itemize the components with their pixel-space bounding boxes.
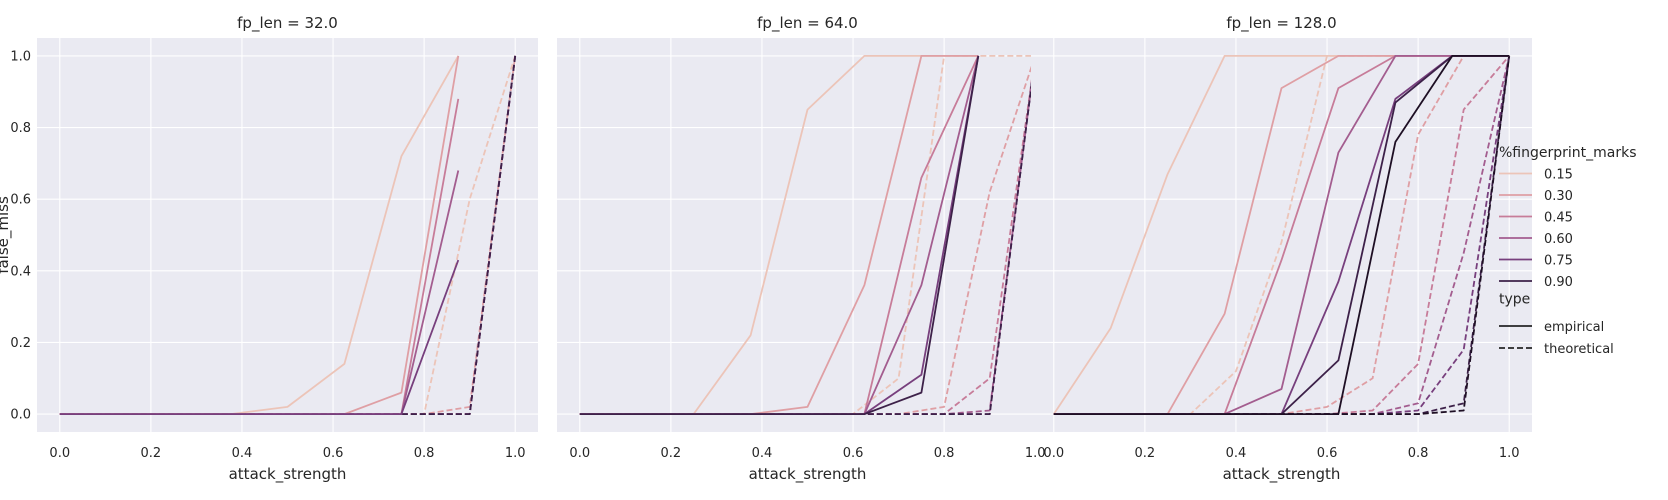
x-tick-label: 0.0 — [1043, 446, 1064, 461]
panel-3: 0.0 0.2 0.4 0.6 0.8 1.0 attack_strength fp_len … — [1031, 14, 1532, 484]
x-tick-label: 0.6 — [843, 446, 864, 461]
x-axis-label: attack_strength — [1223, 465, 1341, 484]
chart-panels: 0.0 0.2 0.4 0.6 0.8 1.00.00.20.40.60.81.0fals… — [0, 14, 1532, 484]
panel-title: fp_len = 64.0 — [757, 14, 858, 33]
legend-label: 0.60 — [1544, 232, 1573, 247]
series-line-empirical-1.00 — [1053, 55, 1510, 416]
plot-background — [37, 38, 538, 432]
x-tick-label: 0.0 — [569, 446, 590, 461]
panel-2: 0.0 0.2 0.4 0.6 0.8 1.0 attack_strength fp_len … — [557, 14, 1058, 484]
plot-background — [557, 38, 1058, 432]
legend-label: 0.15 — [1544, 168, 1573, 183]
series-line-empirical-0.75 — [59, 259, 460, 416]
x-tick-label: 0.2 — [661, 446, 682, 461]
x-tick-label: 0.2 — [1135, 446, 1156, 461]
legend: %fingerprint_marks 0.15 0.30 0.45 0.60 0.75 0.… — [1499, 145, 1637, 357]
x-axis-label: attack_strength — [749, 465, 867, 484]
y-tick-label: 0.8 — [10, 121, 31, 136]
plot-background — [1031, 38, 1532, 432]
x-tick-label: 0.0 — [49, 446, 70, 461]
x-tick-label: 0.4 — [232, 446, 253, 461]
series-line-empirical-0.90 — [579, 55, 980, 416]
legend-style-label: empirical — [1544, 320, 1604, 335]
x-tick-label: 0.6 — [323, 446, 344, 461]
y-axis-label: false_miss — [0, 196, 13, 274]
legend-label: 0.75 — [1544, 254, 1573, 269]
legend-label: 0.90 — [1544, 275, 1573, 290]
x-tick-label: 1.0 — [505, 446, 526, 461]
legend-label: 0.30 — [1544, 189, 1573, 204]
x-tick-label: 1.0 — [1499, 446, 1520, 461]
y-tick-label: 0.2 — [10, 336, 31, 351]
x-tick-label: 0.6 — [1317, 446, 1338, 461]
y-tick-label: 1.0 — [10, 49, 31, 64]
x-tick-label: 0.2 — [141, 446, 162, 461]
y-tick-label: 0.0 — [10, 408, 31, 423]
legend-style-title: type — [1499, 292, 1530, 308]
panel-title: fp_len = 128.0 — [1226, 14, 1336, 33]
y-tick-label: 0.4 — [10, 264, 31, 279]
legend-label: 0.45 — [1544, 211, 1573, 226]
x-tick-label: 0.4 — [752, 446, 773, 461]
x-tick-label: 0.4 — [1226, 446, 1247, 461]
legend-hue-title: %fingerprint_marks — [1499, 145, 1637, 161]
x-tick-label: 1.0 — [1025, 446, 1046, 461]
x-axis-label: attack_strength — [229, 465, 347, 484]
panel-1: 0.0 0.2 0.4 0.6 0.8 1.0 0.0 0.2 0.4 0.6 0.8 1.0 fals… — [0, 14, 538, 484]
y-tick-label: 0.6 — [10, 193, 31, 208]
panel-title: fp_len = 32.0 — [237, 14, 338, 33]
x-tick-label: 0.8 — [934, 446, 955, 461]
x-tick-label: 0.8 — [414, 446, 435, 461]
legend-style-label: theoretical — [1544, 342, 1614, 357]
x-tick-label: 0.8 — [1408, 446, 1429, 461]
